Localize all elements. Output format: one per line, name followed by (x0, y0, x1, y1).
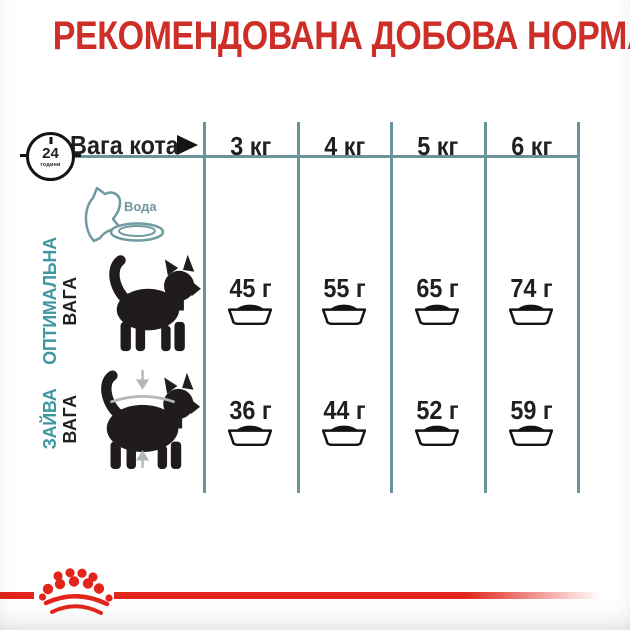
royal-canin-crown-logo (38, 568, 113, 615)
column-header-6kg: 6 кг (511, 131, 552, 161)
table-column-line (297, 122, 300, 493)
row-label-overweight: ЗАЙВА ВАГА (40, 388, 81, 450)
food-bowl-icon (508, 425, 554, 446)
column-header-3kg: 3 кг (230, 131, 271, 161)
clock-unit-label: години (40, 162, 61, 168)
cat-drinking-water-icon (84, 186, 165, 243)
table-column-line (390, 122, 393, 493)
food-bowl-icon (414, 425, 460, 446)
food-bowl-icon (227, 304, 273, 325)
brand-rule-left (0, 592, 34, 599)
portion-value: 65 г (416, 273, 459, 303)
food-bowl-icon (414, 304, 460, 325)
table-column-line (484, 122, 487, 493)
portion-value: 45 г (229, 273, 272, 303)
table-column-line (203, 122, 206, 493)
arrow-right-icon (177, 135, 198, 155)
portion-value: 55 г (323, 273, 366, 303)
clock-side-mark (72, 154, 81, 157)
food-bowl-icon (321, 304, 367, 325)
food-bowl-icon (227, 425, 273, 446)
weight-header-label: Вага кота (70, 130, 179, 160)
portion-value: 74 г (510, 273, 553, 303)
overweight-cat-silhouette-icon (101, 369, 201, 469)
portion-value: 36 г (229, 395, 272, 425)
portion-value: 52 г (416, 395, 459, 425)
food-bowl-icon (321, 425, 367, 446)
column-header-5kg: 5 кг (417, 131, 458, 161)
column-header-4kg: 4 кг (324, 131, 365, 161)
portion-value: 59 г (510, 395, 553, 425)
portion-value: 44 г (323, 395, 366, 425)
clock-value: 24 (42, 145, 59, 162)
table-header-line (50, 155, 578, 158)
page-title: РЕКОМЕНДОВАНА ДОБОВА НОРМА (52, 14, 630, 58)
clock-tick (49, 137, 52, 144)
water-label: Вода (124, 199, 157, 214)
food-bowl-icon (508, 304, 554, 325)
clock-side-mark (20, 154, 29, 157)
cat-silhouette-icon (109, 254, 201, 352)
table-column-line (577, 122, 580, 493)
clock-24h-icon: 24 години (20, 132, 81, 181)
brand-rule-right (114, 592, 616, 599)
